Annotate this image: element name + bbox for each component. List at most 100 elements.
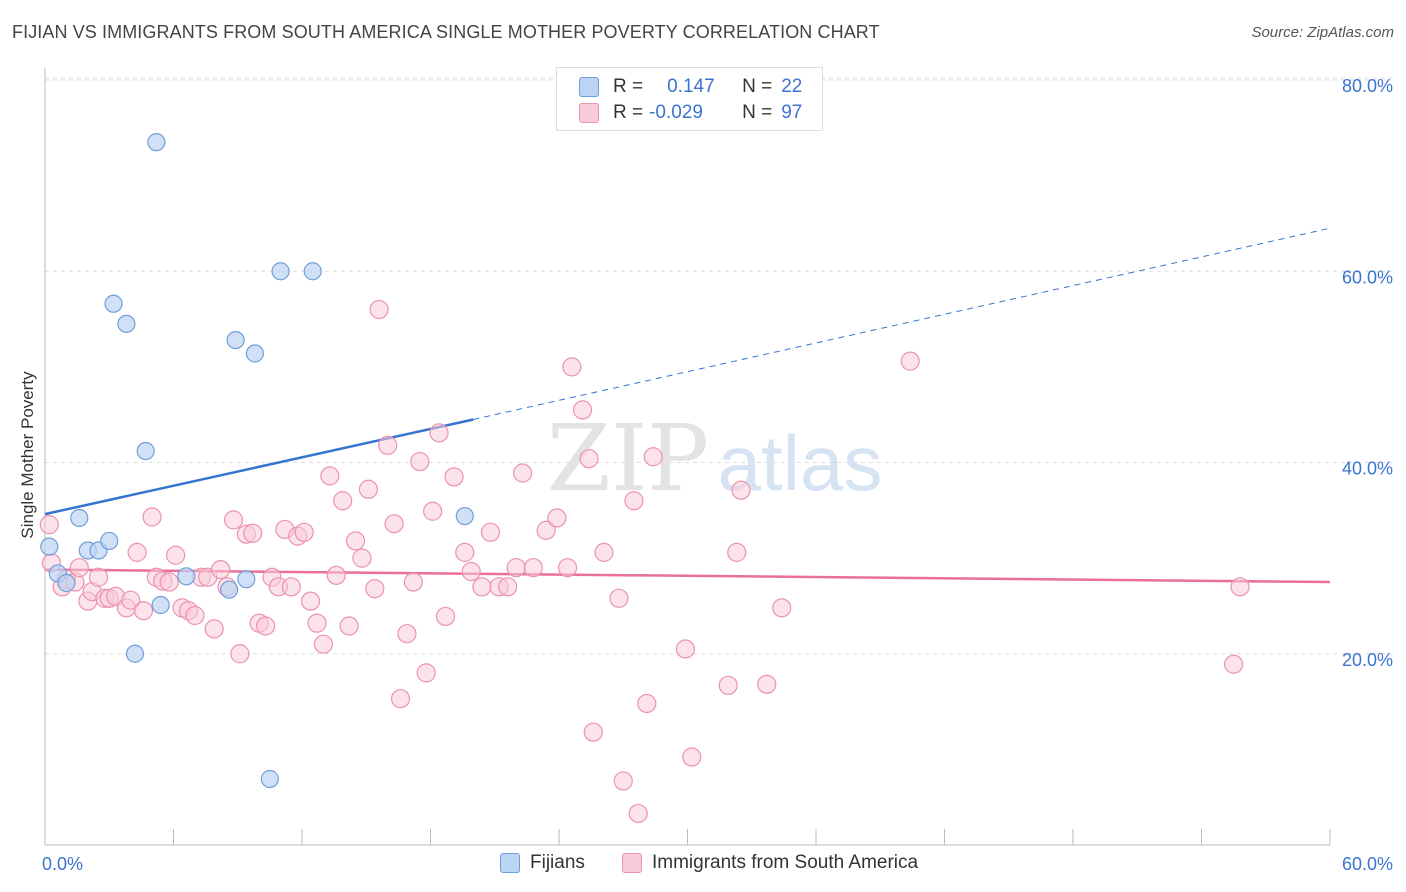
south-america-point [159,572,179,592]
sa-n-value: 97 [781,102,803,123]
south-america-point [512,463,533,483]
south-america-point [365,579,385,599]
south-america-swatch-icon [579,103,599,123]
south-america-point [320,466,340,486]
fijian-point [136,441,155,461]
south-america-point [579,449,599,469]
fijian-point [303,262,322,281]
legend-label-south-america: Immigrants from South America [652,852,919,873]
south-america-legend-swatch-icon [622,853,642,873]
fijian-point [40,537,59,556]
y-tick-label: 40.0% [1342,459,1393,479]
south-america-point [294,522,314,542]
south-america-point [557,558,578,578]
fijian-swatch-icon [579,77,599,97]
south-america-point [1230,577,1250,597]
fijian-point [151,595,170,615]
fijian-point [70,508,89,528]
south-america-point [682,747,702,767]
south-america-point [547,508,567,528]
south-america-point [435,606,456,627]
south-america-point [416,663,436,683]
south-america-point [204,619,224,639]
south-america-point [637,693,657,714]
south-america-point [498,577,518,597]
fijian-point [147,133,166,152]
south-america-point [731,480,751,500]
fijian-points [40,133,474,789]
south-america-point [230,644,250,664]
south-america-point [326,565,346,585]
south-america-trend-group [44,568,1331,584]
legend-row-south-america: R = -0.029 N = 97 [579,101,802,125]
fijian-legend-swatch-icon [500,853,520,873]
fijian-n-label: N = [742,76,773,97]
axes [44,68,1331,846]
fijian-point [100,531,119,551]
south-america-point [643,447,663,467]
south-america-point [718,675,738,695]
series-legend: Fijians Immigrants from South America [0,852,1406,878]
fijian-point [125,644,145,663]
south-america-point [358,479,378,499]
south-america-point [390,689,411,709]
fijian-trend-line [44,418,474,516]
x-tick-label-max: 60.0% [1342,854,1393,874]
legend-row-fijians: R = 0.147 N = 22 [579,75,802,99]
south-america-point [39,515,59,535]
source-credit: Source: ZipAtlas.com [1251,24,1394,41]
fijian-point [237,570,256,589]
south-america-point [461,561,481,582]
legend-label-fijians: Fijians [530,852,585,873]
tick-labels: 20.0% 40.0% 60.0% 80.0% 0.0% 60.0% [42,76,1393,874]
fijian-trend-group [44,227,1331,516]
grid-lines [45,77,1392,655]
fijian-n-value: 22 [781,76,803,97]
fijian-trend-extension [473,227,1331,420]
sa-r-value: -0.029 [649,102,703,123]
south-america-point [352,548,372,568]
legend-item-south-america[interactable]: Immigrants from South America [622,852,918,874]
south-america-point [185,605,205,626]
south-america-point [523,558,543,578]
legend-item-fijians[interactable]: Fijians [500,852,585,874]
south-america-point [384,514,404,534]
south-america-point [133,601,154,621]
south-america-point [572,400,593,420]
south-america-points [39,299,1250,824]
south-america-point [255,616,276,636]
south-america-point [369,299,389,320]
south-america-point [127,542,147,562]
south-america-point [142,507,162,527]
fijian-point [117,314,136,333]
south-america-point [594,542,614,562]
south-america-point [281,577,301,597]
x-tick-label-min: 0.0% [42,854,83,874]
y-tick-label: 20.0% [1342,650,1393,670]
south-america-point [480,522,501,542]
south-america-point [397,624,417,644]
south-america-point [727,542,747,562]
south-america-point [628,803,648,824]
fijian-point [226,331,245,350]
south-america-point [900,351,920,371]
south-america-point [757,674,777,694]
south-america-point [472,577,492,597]
south-america-point [1224,654,1244,674]
south-america-point [313,634,334,654]
south-america-point [423,501,443,521]
fijian-point [177,567,196,586]
south-america-point [378,435,398,455]
south-america-point [307,613,327,633]
south-america-point [583,722,603,742]
south-america-point [536,520,556,540]
south-america-point [444,467,464,487]
south-america-point [624,491,644,511]
sa-n-label: N = [742,102,773,123]
south-america-point [410,451,430,472]
south-america-point [562,357,582,377]
fijian-point [260,769,279,789]
chart-title: FIJIAN VS IMMIGRANTS FROM SOUTH AMERICA … [12,22,880,42]
south-america-point [211,559,231,580]
